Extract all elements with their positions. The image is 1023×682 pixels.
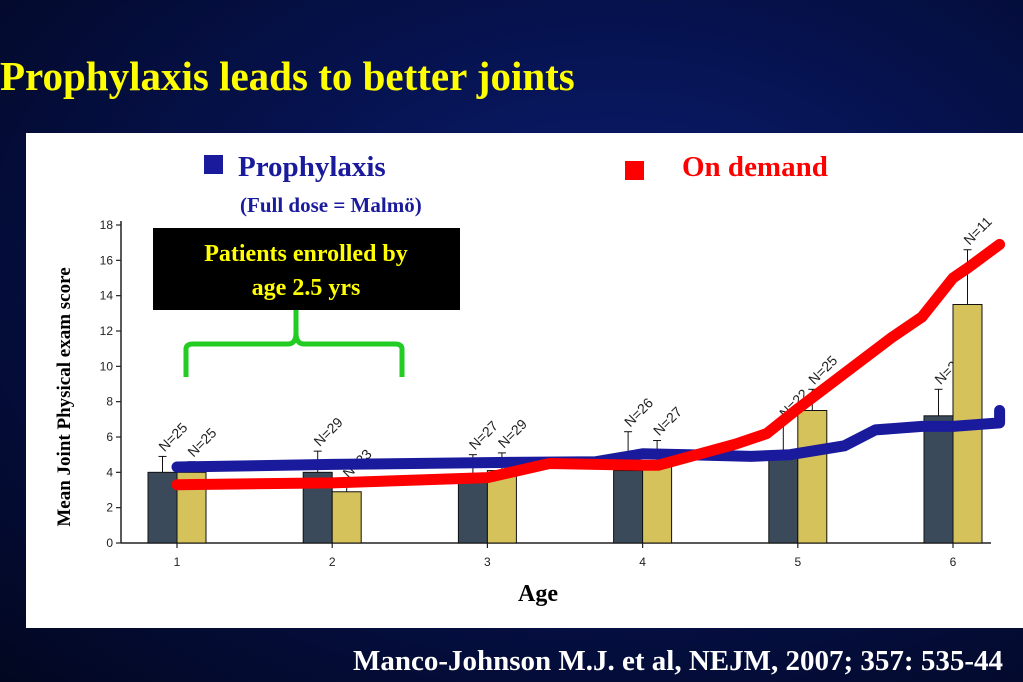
bar xyxy=(457,473,488,544)
callout-line-2: age 2.5 yrs xyxy=(252,275,361,301)
trend-lines xyxy=(171,238,1006,491)
y-tick-label: 16 xyxy=(100,253,114,267)
legend-prophylaxis-sublabel: (Full dose = Malmö) xyxy=(240,193,422,217)
y-tick-label: 0 xyxy=(106,536,113,550)
y-tick-label: 18 xyxy=(100,218,114,232)
y-tick-label: 12 xyxy=(100,324,114,338)
x-tick-label: 5 xyxy=(794,555,801,569)
bar-n-label: N=29 xyxy=(495,416,530,451)
bar xyxy=(797,410,828,544)
x-tick-label: 2 xyxy=(329,555,336,569)
bar xyxy=(923,415,954,544)
y-tick-label: 14 xyxy=(100,289,114,303)
bar-n-label: N=27 xyxy=(650,403,685,438)
legend-on-demand-label: On demand xyxy=(682,151,828,183)
bar xyxy=(768,450,799,544)
y-tick-label: 2 xyxy=(106,501,113,515)
green-bracket xyxy=(183,310,405,377)
legend-prophylaxis-swatch xyxy=(204,155,223,174)
x-tick-label: 6 xyxy=(950,555,957,569)
legend-on-demand-swatch xyxy=(625,161,644,180)
citation: Manco-Johnson M.J. et al, NEJM, 2007; 35… xyxy=(352,645,1003,677)
bar-n-label: N=27 xyxy=(466,417,501,452)
x-axis-label: Age xyxy=(518,581,558,607)
chart-svg: Prophylaxis (Full dose = Malmö) On deman… xyxy=(54,151,1006,607)
y-tick-label: 8 xyxy=(106,395,113,409)
bar xyxy=(613,470,644,544)
slide-title: Prophylaxis leads to better joints xyxy=(0,53,575,99)
bar-n-label: N=29 xyxy=(311,414,346,449)
bar-n-label: N=26 xyxy=(621,394,656,429)
y-tick-label: 6 xyxy=(106,430,113,444)
callout-line-1: Patients enrolled by xyxy=(204,241,408,267)
legend-prophylaxis-label: Prophylaxis xyxy=(238,151,386,183)
x-tick-label: 1 xyxy=(174,555,181,569)
x-tick-label: 4 xyxy=(639,555,646,569)
on-demand-line xyxy=(171,238,1006,491)
y-axis-label: Mean Joint Physical exam score xyxy=(54,267,75,526)
callout: Patients enrolled by age 2.5 yrs xyxy=(153,228,460,377)
prophylaxis-line xyxy=(171,405,1006,473)
x-tick-label: 3 xyxy=(484,555,491,569)
y-tick-label: 4 xyxy=(106,465,113,479)
bar xyxy=(331,491,362,544)
chart-panel: Prophylaxis (Full dose = Malmö) On deman… xyxy=(26,133,1023,628)
callout-box xyxy=(153,228,460,310)
bar-n-label: N=11 xyxy=(960,213,995,248)
y-tick-label: 10 xyxy=(100,359,114,373)
bar xyxy=(642,466,673,544)
